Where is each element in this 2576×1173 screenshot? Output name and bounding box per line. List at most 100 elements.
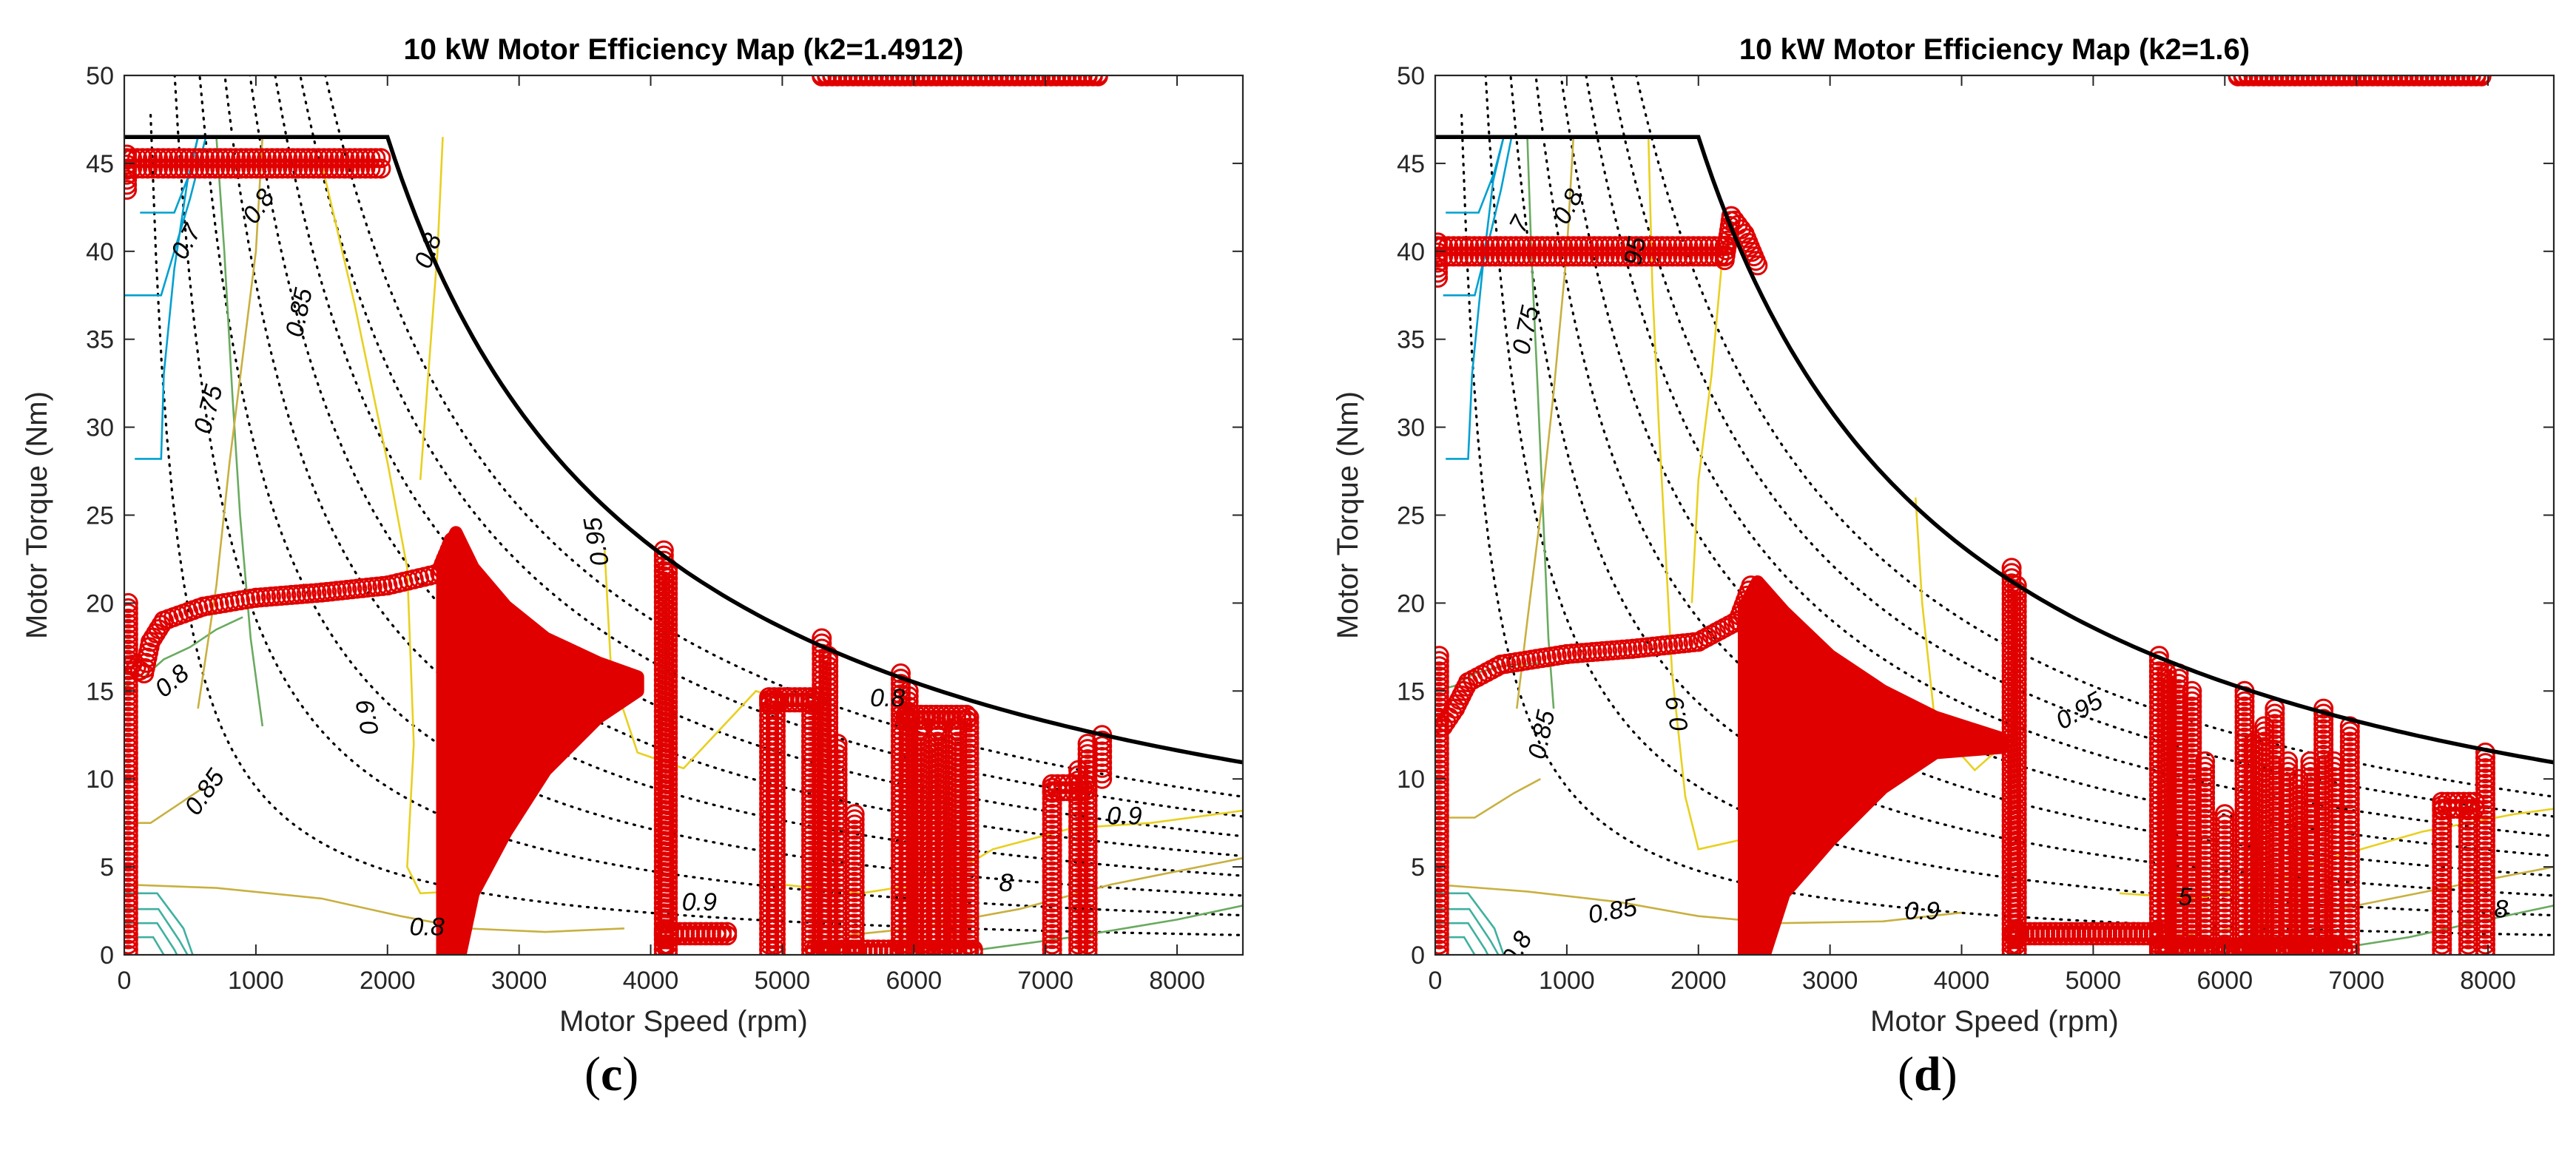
operating-point-marker: [2157, 679, 2177, 700]
operating-point-marker: [959, 908, 980, 929]
operating-point-marker: [766, 893, 786, 913]
operating-point-marker: [226, 148, 246, 169]
operating-point-marker: [766, 924, 786, 944]
operating-point-marker: [766, 877, 786, 897]
operating-point-marker: [1092, 730, 1113, 751]
operating-point-marker: [2182, 877, 2202, 898]
operating-point-marker: [2195, 840, 2216, 861]
operating-point-marker: [2195, 892, 2216, 913]
operating-point-marker: [2157, 799, 2177, 819]
operating-point-marker: [2195, 913, 2216, 934]
operating-point-marker: [1092, 752, 1113, 773]
operating-point-marker: [2006, 606, 2027, 627]
operating-point-marker: [1678, 236, 1699, 257]
operating-point-marker: [905, 939, 925, 955]
operating-point-marker: [205, 148, 226, 169]
operating-point-marker: [2168, 856, 2189, 876]
operating-point-marker: [658, 666, 678, 686]
operating-point-marker: [2128, 922, 2148, 942]
y-tick-label: 25: [1397, 502, 1425, 530]
operating-point-marker: [2157, 809, 2177, 830]
operating-point-marker: [2182, 862, 2202, 882]
operating-point-marker: [2265, 913, 2285, 934]
operating-point-marker: [1077, 868, 1098, 888]
operating-point-marker: [2157, 876, 2177, 897]
operating-point-marker: [898, 763, 919, 784]
operating-point-marker: [818, 666, 839, 687]
y-tick-label: 0: [100, 942, 114, 970]
operating-point-marker: [2339, 731, 2360, 752]
operating-point-marker: [2157, 919, 2177, 939]
operating-point-marker: [1500, 236, 1521, 257]
operating-point-marker: [288, 148, 308, 169]
operating-point-marker: [2339, 903, 2360, 924]
operating-point-marker: [1435, 738, 1449, 759]
operating-point-marker: [2313, 709, 2334, 729]
operating-point-marker: [2006, 674, 2027, 694]
operating-point-marker: [2214, 903, 2235, 924]
operating-point-marker: [959, 759, 980, 780]
operating-point-marker: [766, 872, 786, 892]
operating-point-marker: [1673, 246, 1693, 267]
operating-point-marker: [2157, 663, 2177, 683]
operating-point-marker: [658, 645, 678, 666]
operating-point-marker: [2195, 861, 2216, 882]
y-tick-label: 5: [100, 853, 114, 882]
operating-point-marker: [1500, 246, 1521, 267]
operating-point-marker: [658, 655, 678, 676]
operating-point-marker: [701, 922, 721, 942]
operating-point-marker: [2339, 856, 2360, 877]
operating-point-marker: [2432, 805, 2452, 826]
operating-point-marker: [2214, 835, 2235, 856]
operating-point-marker: [2214, 809, 2235, 830]
operating-point-marker: [2195, 819, 2216, 839]
operating-point-marker: [690, 922, 711, 942]
operating-point-marker: [2234, 696, 2255, 717]
operating-point-marker: [2051, 922, 2071, 942]
efficiency-contour-line: [124, 883, 625, 933]
operating-point-marker: [1516, 246, 1537, 267]
operating-point-marker: [2214, 919, 2235, 939]
operating-point-marker: [844, 804, 865, 825]
operating-point-marker: [200, 148, 220, 169]
operating-point-marker: [900, 939, 920, 955]
operating-point-marker: [827, 795, 848, 816]
operating-point-marker: [959, 712, 980, 733]
operating-point-marker: [658, 599, 678, 620]
operating-point-marker: [1647, 236, 1668, 257]
contour-label: 0.9: [351, 698, 385, 737]
operating-point-marker: [2164, 938, 2185, 955]
operating-point-marker: [959, 877, 980, 898]
operating-point-marker: [658, 893, 678, 913]
operating-point-marker: [1532, 236, 1553, 257]
operating-point-marker: [2307, 938, 2328, 955]
operating-point-marker: [658, 790, 678, 811]
operating-point-marker: [124, 149, 138, 170]
operating-point-marker: [2282, 938, 2302, 955]
operating-point-marker: [707, 922, 726, 942]
operating-point-marker: [124, 711, 138, 732]
operating-point-marker: [2339, 830, 2360, 851]
operating-point-marker: [1435, 903, 1449, 924]
operating-point-marker: [1435, 263, 1449, 283]
operating-point-marker: [2214, 830, 2235, 851]
operating-point-marker: [2006, 944, 2027, 955]
x-tick-label: 3000: [491, 967, 547, 995]
operating-point-marker: [272, 148, 293, 169]
operating-point-marker: [2243, 903, 2264, 924]
operating-point-marker: [1449, 246, 1469, 267]
operating-point-marker: [2168, 851, 2189, 871]
operating-point-marker: [2182, 836, 2202, 856]
operating-point-marker: [1438, 236, 1459, 257]
efficiency-contour-line: [124, 922, 178, 955]
x-tick-label: 1000: [1539, 967, 1595, 995]
efficiency-contour-line: [808, 856, 1243, 940]
operating-point-marker: [658, 650, 678, 671]
operating-point-marker: [2168, 794, 2189, 814]
operating-point-marker: [2006, 643, 2027, 663]
operating-point-marker: [2339, 737, 2360, 757]
efficiency-contour-line: [419, 137, 444, 480]
operating-point-marker: [1435, 893, 1449, 913]
operating-point-marker: [360, 148, 381, 169]
operating-point-marker: [1631, 236, 1651, 257]
